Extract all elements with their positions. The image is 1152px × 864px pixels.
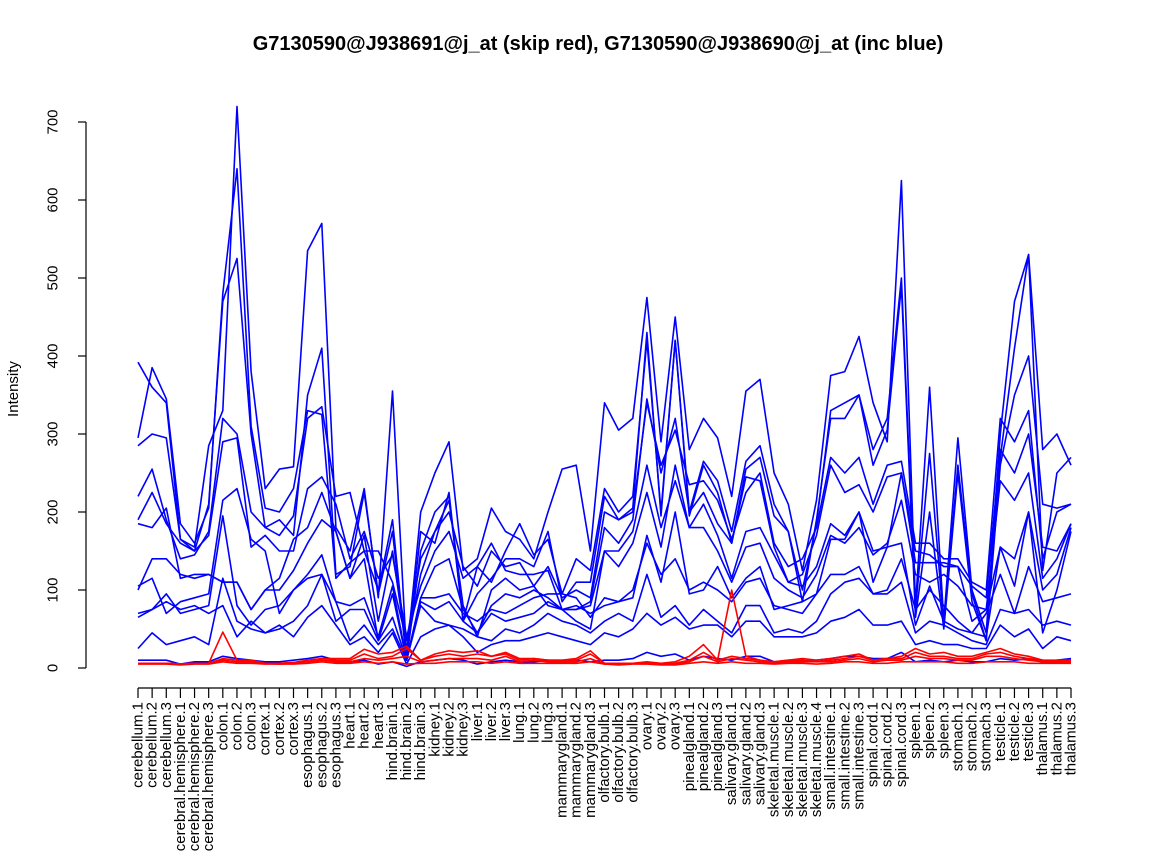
x-tick-label: skeletal.muscle.2 [780,702,797,817]
series-line [137,573,1072,662]
x-tick-label: spleen.1 [907,702,924,759]
y-tick-label: 300 [45,421,62,446]
series-line [137,105,1072,658]
x-tick-label: cerebellum.2 [144,702,161,788]
series-line [138,589,1071,665]
x-tick-label: liver.1 [469,702,486,741]
x-tick-label: lung.2 [525,702,542,743]
x-tick-label: thalamus.3 [1063,702,1080,775]
x-tick-label: salivary.gland.3 [752,702,769,805]
x-tick-label: kidney.1 [426,702,443,757]
x-tick-label: small.intestine.2 [836,702,853,810]
series-line [137,401,1072,642]
x-tick-label: heart.1 [342,702,359,749]
x-tick-label: testicle.2 [1006,702,1023,761]
x-tick-label: mammarygland.3 [582,702,599,818]
x-tick-label: salivary.gland.2 [737,702,754,805]
x-tick-label: esophagus.2 [313,702,330,788]
x-tick-label: heart.3 [370,702,387,749]
series-line [137,464,1072,662]
x-tick-label: colon.1 [214,702,231,750]
y-tick-label: 100 [45,577,62,602]
x-tick-label: cerebral.hemisphere.2 [186,702,203,851]
x-tick-label: pinealgland.3 [709,702,726,791]
x-tick-label: liver.3 [497,702,514,741]
x-tick-label: liver.2 [483,702,500,741]
x-tick-label: skeletal.muscle.1 [766,702,783,817]
x-tick-label: hind.brain.3 [412,702,429,780]
y-axis-title: Intensity [5,361,22,417]
x-tick-label: skeletal.muscle.3 [794,702,811,817]
x-tick-label: salivary.gland.1 [723,702,740,805]
y-tick-label: 500 [45,265,62,290]
x-tick-label: cortex.3 [285,702,302,755]
y-tick-label: 700 [45,109,62,134]
x-tick-label: hind.brain.1 [384,702,401,780]
x-tick-label: thalamus.2 [1048,702,1065,775]
x-tick-label: thalamus.1 [1034,702,1051,775]
x-tick-label: spinal.cord.2 [879,702,896,787]
x-tick-label: testicle.1 [992,702,1009,761]
x-tick-label: spleen.3 [935,702,952,759]
x-tick-label: colon.2 [228,702,245,750]
x-tick-label: testicle.3 [1020,702,1037,761]
series-line [138,660,1071,666]
plot-series [137,105,1072,668]
x-tick-label: mammarygland.2 [568,702,585,818]
x-tick-label: stomach.2 [964,702,981,771]
x-tick-label: stomach.3 [978,702,995,771]
x-tick-label: esophagus.3 [327,702,344,788]
x-tick-label: small.intestine.1 [822,702,839,810]
x-tick-label: kidney.2 [441,702,458,757]
series-line [137,577,1072,665]
x-tick-label: cerebral.hemisphere.3 [200,702,217,851]
x-tick-label: ovary.2 [653,702,670,750]
x-tick-label: heart.2 [356,702,373,749]
x-tick-label: cortex.2 [271,702,288,755]
x-tick-label: small.intestine.3 [850,702,867,810]
series-line [137,257,1072,662]
x-axis: cerebellum.1cerebellum.2cerebellum.3cere… [130,687,1080,851]
x-tick-label: spinal.cord.3 [893,702,910,787]
x-tick-label: pinealgland.2 [695,702,712,791]
x-tick-label: cerebellum.1 [130,702,147,788]
x-tick-label: pinealgland.1 [681,702,698,791]
x-tick-label: cortex.1 [257,702,274,755]
y-tick-label: 200 [45,499,62,524]
x-tick-label: stomach.1 [949,702,966,771]
x-tick-label: cerebral.hemisphere.1 [172,702,189,851]
x-tick-label: ovary.1 [638,702,655,750]
x-tick-label: ovary.3 [667,702,684,750]
y-tick-label: 600 [45,187,62,212]
chart-title: G7130590@J938691@j_at (skip red), G71305… [253,33,944,55]
x-tick-label: spleen.2 [921,702,938,759]
x-tick-label: spinal.cord.1 [865,702,882,787]
y-tick-label: 400 [45,343,62,368]
x-tick-label: olfactory.bulb.1 [596,702,613,803]
x-tick-label: mammarygland.1 [554,702,571,818]
x-tick-label: olfactory.bulb.3 [624,702,641,803]
x-tick-label: cerebellum.3 [158,702,175,788]
x-tick-label: lung.1 [511,702,528,743]
y-tick-label: 0 [45,664,62,672]
x-tick-label: hind.brain.2 [398,702,415,780]
x-tick-label: olfactory.bulb.2 [610,702,627,803]
x-tick-label: kidney.3 [455,702,472,757]
series-line [137,398,1072,638]
series-line [137,487,1072,662]
y-axis: 0 100 200 300 400 500 600 700 [45,109,87,672]
x-tick-label: skeletal.muscle.4 [808,702,825,817]
x-tick-label: lung.3 [539,702,556,743]
x-tick-label: esophagus.1 [299,702,316,788]
x-tick-label: colon.3 [243,702,260,750]
